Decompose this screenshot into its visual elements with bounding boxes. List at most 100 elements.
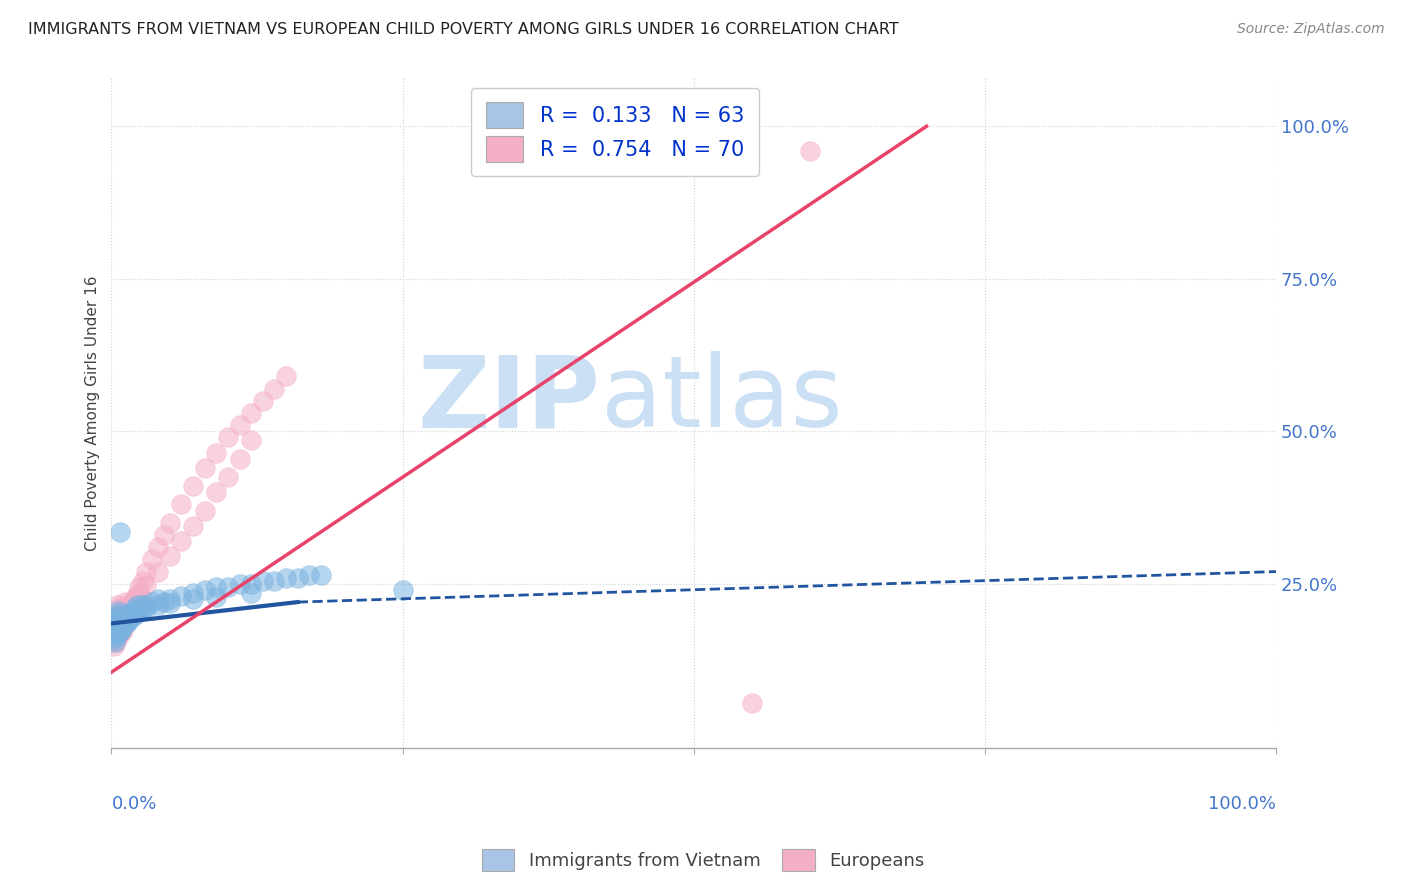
Point	[110, 616, 132, 631]
Point	[124, 598, 146, 612]
Point	[103, 613, 125, 627]
Point	[125, 589, 148, 603]
Point	[104, 623, 127, 637]
Point	[181, 592, 204, 607]
Point	[181, 518, 204, 533]
Point	[682, 120, 704, 134]
Point	[135, 578, 157, 592]
Point	[194, 503, 217, 517]
Point	[121, 604, 143, 618]
Point	[114, 618, 136, 632]
Point	[205, 580, 228, 594]
Point	[105, 598, 128, 612]
Point	[205, 485, 228, 500]
Point	[112, 610, 135, 624]
Text: Source: ZipAtlas.com: Source: ZipAtlas.com	[1237, 22, 1385, 37]
Point	[391, 582, 413, 597]
Point	[135, 602, 157, 616]
Point	[217, 430, 239, 444]
Point	[125, 589, 148, 603]
Point	[118, 604, 141, 618]
Point	[117, 613, 139, 627]
Point	[159, 596, 181, 610]
Point	[118, 601, 141, 615]
Point	[105, 607, 128, 622]
Point	[240, 434, 263, 448]
Point	[117, 610, 139, 624]
Point	[111, 619, 134, 633]
Point	[274, 369, 297, 384]
Point	[129, 589, 152, 603]
Text: atlas: atlas	[600, 351, 842, 448]
Y-axis label: Child Poverty Among Girls Under 16: Child Poverty Among Girls Under 16	[86, 276, 100, 550]
Point	[170, 498, 193, 512]
Point	[118, 607, 141, 622]
Point	[118, 610, 141, 624]
Point	[287, 571, 309, 585]
Point	[217, 470, 239, 484]
Point	[108, 624, 131, 639]
Point	[159, 516, 181, 530]
Point	[118, 607, 141, 622]
Legend: Immigrants from Vietnam, Europeans: Immigrants from Vietnam, Europeans	[474, 842, 932, 879]
Point	[194, 461, 217, 475]
Point	[298, 567, 321, 582]
Point	[252, 574, 274, 588]
Point	[125, 598, 148, 612]
Point	[110, 625, 132, 640]
Point	[170, 589, 193, 603]
Point	[153, 528, 176, 542]
Point	[114, 616, 136, 631]
Point	[103, 632, 125, 646]
Point	[103, 607, 125, 622]
Point	[132, 574, 155, 588]
Point	[105, 629, 128, 643]
Point	[159, 549, 181, 564]
Point	[107, 601, 129, 615]
Point	[124, 592, 146, 607]
Point	[228, 451, 250, 466]
Point	[121, 610, 143, 624]
Point	[104, 634, 127, 648]
Point	[104, 621, 127, 635]
Point	[135, 565, 157, 579]
Text: 0.0%: 0.0%	[111, 796, 157, 814]
Point	[121, 604, 143, 618]
Point	[159, 592, 181, 607]
Point	[107, 631, 129, 645]
Point	[108, 613, 131, 627]
Point	[121, 598, 143, 612]
Point	[240, 586, 263, 600]
Point	[146, 598, 169, 612]
Legend: R =  0.133   N = 63, R =  0.754   N = 70: R = 0.133 N = 63, R = 0.754 N = 70	[471, 87, 759, 177]
Point	[124, 608, 146, 623]
Point	[146, 540, 169, 554]
Point	[105, 610, 128, 624]
Point	[101, 616, 124, 631]
Point	[108, 625, 131, 640]
Point	[263, 574, 285, 588]
Point	[252, 393, 274, 408]
Point	[135, 598, 157, 612]
Point	[205, 590, 228, 604]
Point	[118, 608, 141, 623]
Point	[107, 604, 129, 618]
Point	[112, 604, 135, 618]
Point	[118, 613, 141, 627]
Point	[194, 582, 217, 597]
Point	[146, 565, 169, 579]
Point	[141, 552, 163, 566]
Point	[112, 619, 135, 633]
Point	[124, 601, 146, 615]
Point	[105, 625, 128, 640]
Point	[146, 592, 169, 607]
Point	[107, 627, 129, 641]
Point	[115, 598, 138, 612]
Point	[274, 571, 297, 585]
Point	[741, 696, 763, 710]
Point	[112, 607, 135, 622]
Point	[112, 615, 135, 629]
Point	[105, 634, 128, 648]
Point	[228, 576, 250, 591]
Point	[105, 610, 128, 624]
